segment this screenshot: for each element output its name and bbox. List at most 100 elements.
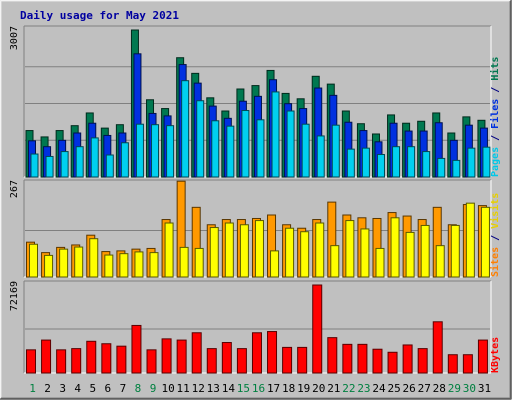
legend-entry: Files <box>489 99 501 129</box>
x-axis-day-labels: 1 2 3 4 5 6 7 8 9 10 11 12 13 14 15 16 17 18 19 20 21 22 23 24 2… <box>29 382 491 395</box>
bar-sites-day-20 <box>315 222 325 278</box>
bar-pages-day-25 <box>392 146 401 178</box>
panel-legend: Pages / Files / Hits <box>489 57 501 177</box>
x-tick-label-day-4: 4 <box>74 382 81 395</box>
x-tick-label-day-12: 12 <box>192 382 205 395</box>
bar-pages-day-8 <box>135 123 144 178</box>
bar-sites-day-5 <box>89 238 99 278</box>
bar-kbytes-day-4 <box>71 348 82 374</box>
bar-sites-day-24 <box>375 247 385 278</box>
bar-sites-day-9 <box>149 252 159 278</box>
bar-kbytes-day-29 <box>447 354 458 374</box>
bar-kbytes-day-30 <box>462 354 473 374</box>
panel-middle: 267 Sites / Visits <box>9 179 501 278</box>
bar-kbytes-day-3 <box>56 349 67 374</box>
bar-kbytes-day-23 <box>357 343 368 374</box>
bar-pages-day-31 <box>482 146 491 178</box>
chart-title: Daily usage for May 2021 <box>20 9 179 22</box>
bar-pages-day-11 <box>181 80 190 178</box>
panel-max-label: 72169 <box>9 281 20 311</box>
legend-entry: / <box>490 229 501 247</box>
bar-sites-day-10 <box>164 222 174 278</box>
series-kbytes <box>26 284 488 374</box>
bar-kbytes-day-10 <box>161 338 172 374</box>
bar-pages-day-4 <box>75 146 84 178</box>
bar-kbytes-day-28 <box>432 321 443 374</box>
x-tick-label-day-21: 21 <box>327 382 340 395</box>
panel-max-label: 267 <box>9 180 20 198</box>
x-tick-label-day-1: 1 <box>29 382 36 395</box>
bar-sites-day-31 <box>480 206 490 278</box>
bar-sites-day-26 <box>405 231 415 278</box>
x-tick-label-day-25: 25 <box>387 382 400 395</box>
bar-pages-day-17 <box>271 91 280 178</box>
bar-pages-day-14 <box>226 125 235 178</box>
series-sites <box>29 202 490 278</box>
bar-pages-day-30 <box>467 147 476 178</box>
panel-max-label: 3007 <box>9 26 20 50</box>
x-tick-label-day-15: 15 <box>237 382 250 395</box>
bar-kbytes-day-14 <box>221 342 232 374</box>
bar-sites-day-18 <box>285 227 295 278</box>
bar-sites-day-19 <box>300 231 310 278</box>
bar-sites-day-11 <box>179 246 189 278</box>
bar-kbytes-day-20 <box>312 284 323 374</box>
x-tick-label-day-2: 2 <box>44 382 51 395</box>
bar-sites-day-15 <box>239 224 249 278</box>
legend-entry: Hits <box>489 57 501 81</box>
x-tick-label-day-13: 13 <box>207 382 220 395</box>
x-tick-label-day-7: 7 <box>120 382 127 395</box>
bar-sites-day-1 <box>29 243 38 278</box>
x-tick-label-day-28: 28 <box>433 382 446 395</box>
bar-sites-day-22 <box>345 220 355 278</box>
bar-kbytes-day-17 <box>267 331 278 374</box>
x-tick-label-day-26: 26 <box>403 382 416 395</box>
bar-kbytes-day-15 <box>236 348 247 374</box>
bar-kbytes-day-18 <box>282 346 293 374</box>
bar-pages-day-18 <box>286 110 295 178</box>
bar-sites-day-23 <box>360 228 370 278</box>
x-tick-label-day-24: 24 <box>372 382 386 395</box>
bar-sites-day-12 <box>194 247 204 278</box>
x-tick-label-day-9: 9 <box>150 382 157 395</box>
bar-pages-day-23 <box>361 147 370 178</box>
legend-entry: / <box>490 81 501 99</box>
bar-sites-day-29 <box>450 224 460 278</box>
bar-kbytes-day-16 <box>251 332 262 374</box>
bar-kbytes-day-19 <box>297 346 308 374</box>
legend-entry: KBytes <box>490 337 501 373</box>
bar-sites-day-28 <box>435 245 445 278</box>
bar-pages-day-5 <box>90 137 99 178</box>
bar-sites-day-16 <box>254 220 264 278</box>
bar-kbytes-day-27 <box>417 348 428 374</box>
legend-entry: / <box>490 129 501 147</box>
bar-sites-day-7 <box>119 253 129 278</box>
bar-kbytes-day-24 <box>372 348 383 374</box>
bar-sites-day-25 <box>390 217 400 278</box>
x-tick-label-day-11: 11 <box>177 382 190 395</box>
panel-legend: KBytes <box>490 337 501 373</box>
bar-sites-day-13 <box>209 227 219 278</box>
bar-pages-day-21 <box>331 124 340 178</box>
x-tick-label-day-20: 20 <box>312 382 325 395</box>
bar-kbytes-day-9 <box>146 349 157 374</box>
x-tick-label-day-19: 19 <box>297 382 310 395</box>
bar-pages-day-26 <box>407 146 416 178</box>
bar-sites-day-6 <box>104 254 114 278</box>
bar-pages-day-1 <box>30 153 39 178</box>
bar-pages-day-2 <box>45 155 54 178</box>
panel-top: 3007 Pages / Files / Hits <box>9 25 501 178</box>
bar-pages-day-20 <box>316 135 325 178</box>
panel-legend: Sites / Visits <box>489 193 501 277</box>
bar-pages-day-24 <box>376 154 385 178</box>
bar-sites-day-17 <box>270 250 280 278</box>
x-tick-label-day-30: 30 <box>463 382 476 395</box>
chart-panels: 3007 Pages / Files / Hits 267 Sites / Visit… <box>9 25 501 374</box>
x-tick-label-day-8: 8 <box>135 382 142 395</box>
bar-kbytes-day-5 <box>86 340 97 374</box>
bar-pages-day-28 <box>437 157 446 178</box>
legend-entry: Visits <box>489 193 501 229</box>
bar-pages-day-12 <box>196 100 205 178</box>
